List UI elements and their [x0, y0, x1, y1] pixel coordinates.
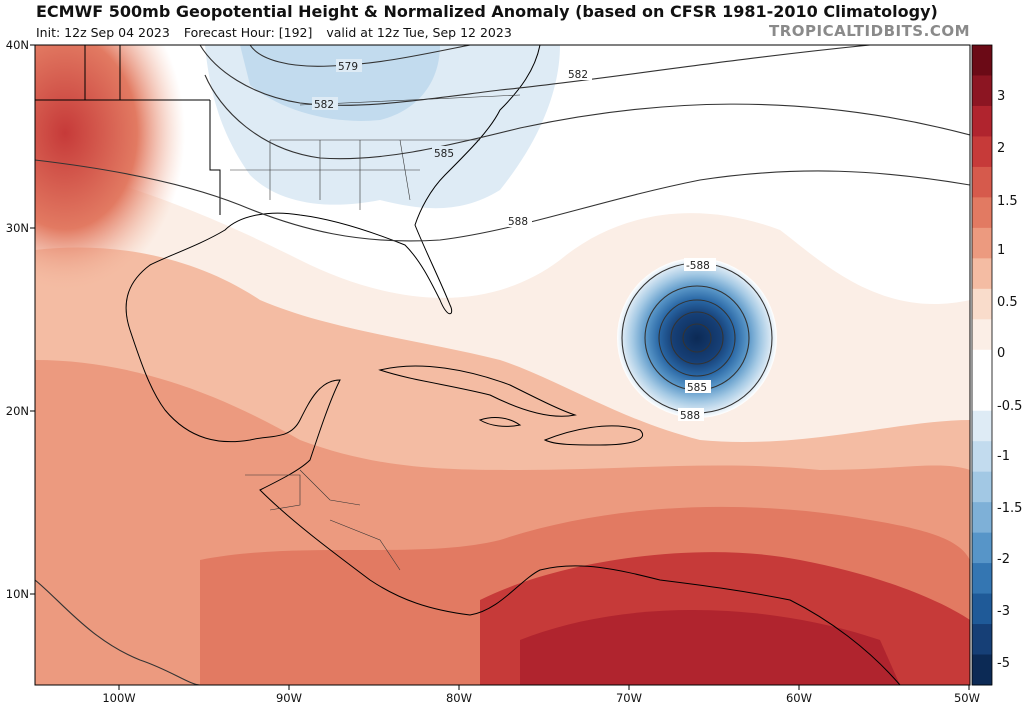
- colorbar-cell: [972, 563, 992, 595]
- colorbar-cell: [972, 288, 992, 320]
- colorbar-label: 2: [997, 141, 1005, 156]
- colorbar-label: 1.5: [997, 194, 1018, 209]
- contour-label: 588: [680, 410, 700, 422]
- contour-label: 579: [338, 61, 358, 73]
- colorbar-cell: [972, 319, 992, 351]
- colorbar-cell: [972, 654, 992, 686]
- political-borders: [230, 94, 521, 571]
- contour-label: 585: [687, 382, 707, 394]
- colorbar-cell: [972, 105, 992, 137]
- longitude-axis: 100W 90W 80W 70W 60W 50W: [102, 685, 980, 705]
- colorbar-cell: [972, 471, 992, 503]
- colorbar-frame: [971, 44, 993, 686]
- lon-label-80w: 80W: [446, 691, 472, 705]
- colorbar-cell: [972, 136, 992, 168]
- lon-label-70w: 70W: [616, 691, 642, 705]
- colorbar-cell: [972, 532, 992, 564]
- colorbar-label: -3: [997, 604, 1010, 619]
- colorbar-label: -0.5: [997, 399, 1022, 414]
- colorbar-cell: [972, 75, 992, 107]
- map-title: ECMWF 500mb Geopotential Height & Normal…: [36, 2, 938, 21]
- colorbar-cells: [972, 45, 992, 686]
- colorbar-label: -5: [997, 656, 1010, 671]
- lon-label-100w: 100W: [102, 691, 135, 705]
- map-field: 579 582 582 585 588 -588 585 588: [35, 45, 970, 685]
- colorbar-cell: [972, 227, 992, 259]
- lat-label-20n: 20N: [6, 404, 29, 418]
- contour-label: 582: [314, 99, 334, 111]
- height-contours: [35, 45, 970, 685]
- lon-label-50w: 50W: [954, 691, 980, 705]
- colorbar-label: 1: [997, 243, 1005, 258]
- contour-label: 582: [568, 69, 588, 81]
- forecast-hour: Forecast Hour: [192]: [183, 25, 313, 40]
- colorbar-cell: [972, 166, 992, 198]
- colorbar-label: -2: [997, 552, 1010, 567]
- contour-label: -588: [686, 260, 710, 272]
- colorbar-cell: [972, 197, 992, 229]
- colorbar-label: 0: [997, 346, 1005, 361]
- contour-labels: 579 582 582 585 588 -588 585 588: [312, 59, 716, 422]
- lat-label-40n: 40N: [6, 38, 29, 52]
- colorbar-cell: [972, 258, 992, 290]
- colorbar-label: 0.5: [997, 295, 1018, 310]
- site-watermark: TROPICALTIDBITS.COM: [769, 22, 970, 40]
- colorbar-cell: [972, 45, 992, 76]
- contour-label: 588: [508, 216, 528, 228]
- colorbar-cell: [972, 502, 992, 534]
- colorbar-cell: [972, 380, 992, 412]
- colorbar-cell: [972, 410, 992, 442]
- colorbar-cell: [972, 593, 992, 625]
- lon-label-90w: 90W: [276, 691, 302, 705]
- lon-label-60w: 60W: [786, 691, 812, 705]
- map-frame: [34, 44, 971, 686]
- coastlines: [35, 45, 901, 685]
- contour-label: 585: [434, 148, 454, 160]
- forecast-info: Init: 12z Sep 04 2023 Forecast Hour: [19…: [36, 25, 522, 40]
- colorbar-cell: [972, 441, 992, 473]
- lat-label-30n: 30N: [6, 221, 29, 235]
- colorbar-cell: [972, 624, 992, 656]
- colorbar-label: -1: [997, 449, 1010, 464]
- colorbar: 3 2 1.5 1 0.5 0 -0.5 -1 -1.5 -2 -3 -5: [971, 44, 1022, 686]
- valid-time: valid at 12z Tue, Sep 12 2023: [326, 25, 512, 40]
- colorbar-cell: [972, 349, 992, 381]
- latitude-axis: 40N 30N 20N 10N: [6, 38, 35, 601]
- colorbar-label: -1.5: [997, 501, 1022, 516]
- lat-label-10n: 10N: [6, 587, 29, 601]
- init-time: Init: 12z Sep 04 2023: [36, 25, 170, 40]
- colorbar-label: 3: [997, 89, 1005, 104]
